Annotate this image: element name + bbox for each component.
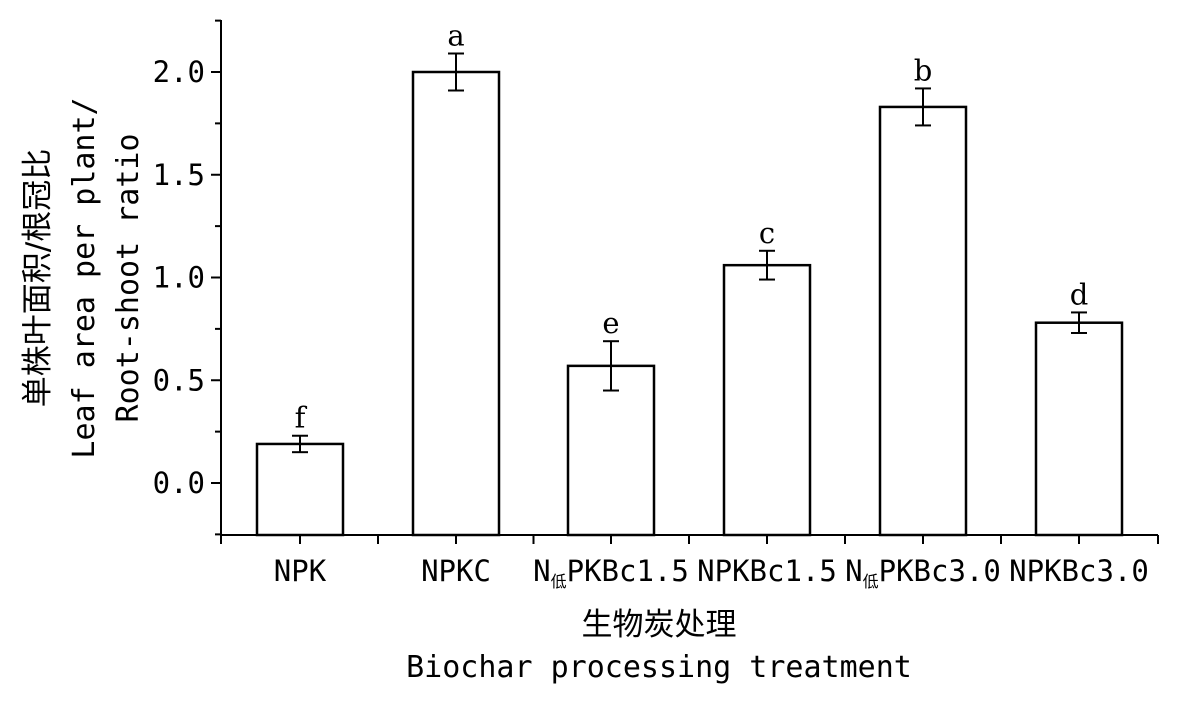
x-tick-label-2: NPKC [421, 554, 491, 588]
x-tick-label-rest: PKBc1.5 [567, 554, 689, 588]
x-tick-label-subscript: 低 [863, 572, 879, 591]
y-tick-label: 2.0 [153, 55, 205, 89]
x-tick-label-3: N低PKBc1.5 [533, 554, 689, 591]
x-axis-title-en: Biochar processing treatment [406, 650, 912, 685]
x-tick-label-main: NPKBc3.0 [1009, 554, 1149, 588]
x-tick-label-subscript: 低 [551, 572, 567, 591]
y-tick-label: 0.5 [153, 363, 205, 397]
y-tick-label: 0.0 [153, 466, 205, 500]
significance-label-1: f [295, 401, 308, 435]
y-axis-title-cn: 单株叶面积/根冠比 [20, 149, 56, 407]
bar-4 [722, 263, 812, 537]
x-tick-label-1: NPK [274, 554, 327, 588]
bar-2 [411, 70, 501, 537]
bar-1 [255, 442, 345, 537]
y-tick-label: 1.0 [153, 261, 205, 295]
significance-label-4: c [759, 216, 775, 250]
significance-label-5: b [914, 53, 933, 87]
x-tick-label-5: N低PKBc3.0 [845, 554, 1001, 591]
bar-5 [878, 105, 968, 537]
significance-label-6: d [1070, 277, 1089, 311]
y-axis-title-en-2: Root-shoot ratio [111, 134, 146, 423]
y-axis-title: 单株叶面积/根冠比 Leaf area per plant/ Root-shoo… [20, 97, 146, 458]
y-tick-label: 1.5 [153, 158, 205, 192]
x-tick-label-main: NPKC [421, 554, 491, 588]
x-axis-title: 生物炭处理 Biochar processing treatment [406, 607, 912, 685]
x-tick-label-6: NPKBc3.0 [1009, 554, 1149, 588]
significance-label-3: e [602, 306, 619, 340]
plot-area: 0.00.51.01.52.0fNPKaNPKCeN低PKBc1.5cNPKBc… [153, 19, 1159, 591]
bar-6 [1034, 321, 1124, 537]
bar-3 [566, 364, 656, 537]
y-axis-title-en-1: Leaf area per plant/ [67, 97, 102, 458]
x-tick-label-main: N [845, 554, 862, 588]
x-tick-label-main: N [533, 554, 550, 588]
significance-label-2: a [447, 19, 464, 53]
x-tick-label-main: NPK [274, 554, 327, 588]
x-tick-label-main: NPKBc1.5 [697, 554, 837, 588]
x-tick-label-4: NPKBc1.5 [697, 554, 837, 588]
x-tick-label-rest: PKBc3.0 [879, 554, 1001, 588]
x-axis-title-cn: 生物炭处理 [582, 607, 737, 643]
